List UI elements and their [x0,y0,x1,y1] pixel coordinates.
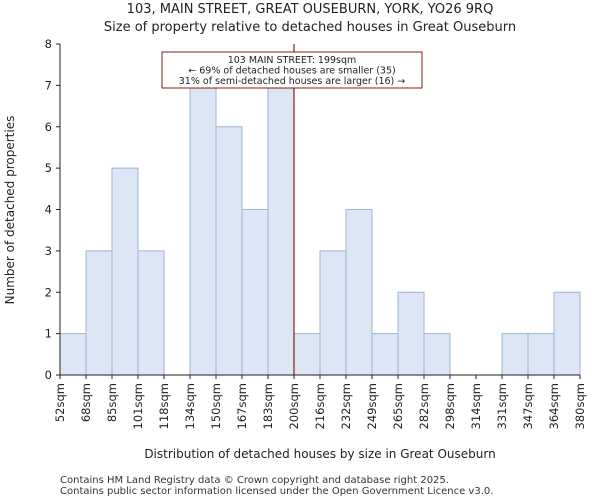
y-tick-label: 8 [45,37,52,51]
bar-18 [527,333,555,376]
x-tick-label: 52sqm [53,383,67,422]
x-tick-label: 347sqm [521,383,535,429]
x-tick-label: 298sqm [443,383,457,429]
x-tick-label: 101sqm [131,383,145,429]
annotation-box: 103 MAIN STREET: 199sqm ← 69% of detache… [161,51,423,89]
bar-8 [267,84,295,376]
bar-9 [293,333,321,376]
x-tick-label: 118sqm [157,383,171,429]
y-tick-label: 6 [45,120,52,134]
annotation-line-3: 31% of semi-detached houses are larger (… [179,76,406,87]
x-tick-label: 216sqm [313,383,327,429]
bar-14 [423,333,451,376]
y-tick-label: 3 [45,244,52,258]
bar-17 [501,333,529,376]
y-ticks: 0 1 2 3 4 5 6 7 8 [45,37,60,382]
bar-19 [553,291,581,376]
y-tick-label: 5 [45,161,52,175]
x-tick-label: 200sqm [287,383,301,429]
bar-6 [215,126,243,376]
x-tick-label: 249sqm [365,383,379,429]
x-tick-label: 183sqm [261,383,275,429]
annotation-line-1: 103 MAIN STREET: 199sqm [228,55,357,66]
x-tick-label: 134sqm [183,383,197,429]
x-tick-label: 232sqm [339,383,353,429]
annotation-line-2: ← 69% of detached houses are smaller (35… [188,66,395,77]
x-tick-label: 364sqm [547,383,561,429]
bar-11 [345,209,373,376]
bar-10 [319,250,347,376]
y-tick-label: 7 [45,78,52,92]
y-tick-label: 4 [45,203,52,217]
bars-group [59,84,581,376]
x-tick-label: 68sqm [79,383,93,422]
x-axis-label: Distribution of detached houses by size … [144,447,495,461]
x-ticks: 52sqm 68sqm 85sqm 101sqm 118sqm 134sqm 150sqm 1… [53,375,587,429]
bar-5 [189,84,217,376]
chart-title-line-2: Size of property relative to detached ho… [104,20,516,35]
y-tick-label: 2 [45,285,52,299]
footer-line-2: Contains public sector information licen… [60,486,493,497]
x-tick-label: 380sqm [573,383,587,429]
y-axis-label: Number of detached properties [3,116,17,305]
bar-0 [59,333,87,376]
bar-3 [137,250,165,376]
x-tick-label: 282sqm [417,383,431,429]
x-tick-label: 265sqm [391,383,405,429]
bar-2 [111,167,139,376]
chart-title: 103, MAIN STREET, GREAT OUSEBURN, YORK, … [104,2,516,35]
x-tick-label: 167sqm [235,383,249,429]
bar-12 [371,333,399,376]
x-tick-label: 314sqm [469,383,483,429]
bar-1 [85,250,113,376]
footer-line-1: Contains HM Land Registry data © Crown c… [60,475,449,486]
bar-13 [397,291,425,376]
x-tick-label: 331sqm [495,383,509,429]
chart-title-line-1: 103, MAIN STREET, GREAT OUSEBURN, YORK, … [127,2,494,17]
y-tick-label: 0 [45,368,52,382]
bar-7 [241,209,269,376]
x-tick-label: 85sqm [105,383,119,422]
y-tick-label: 1 [45,327,52,341]
x-tick-label: 150sqm [209,383,223,429]
annotation-frame [161,51,423,89]
